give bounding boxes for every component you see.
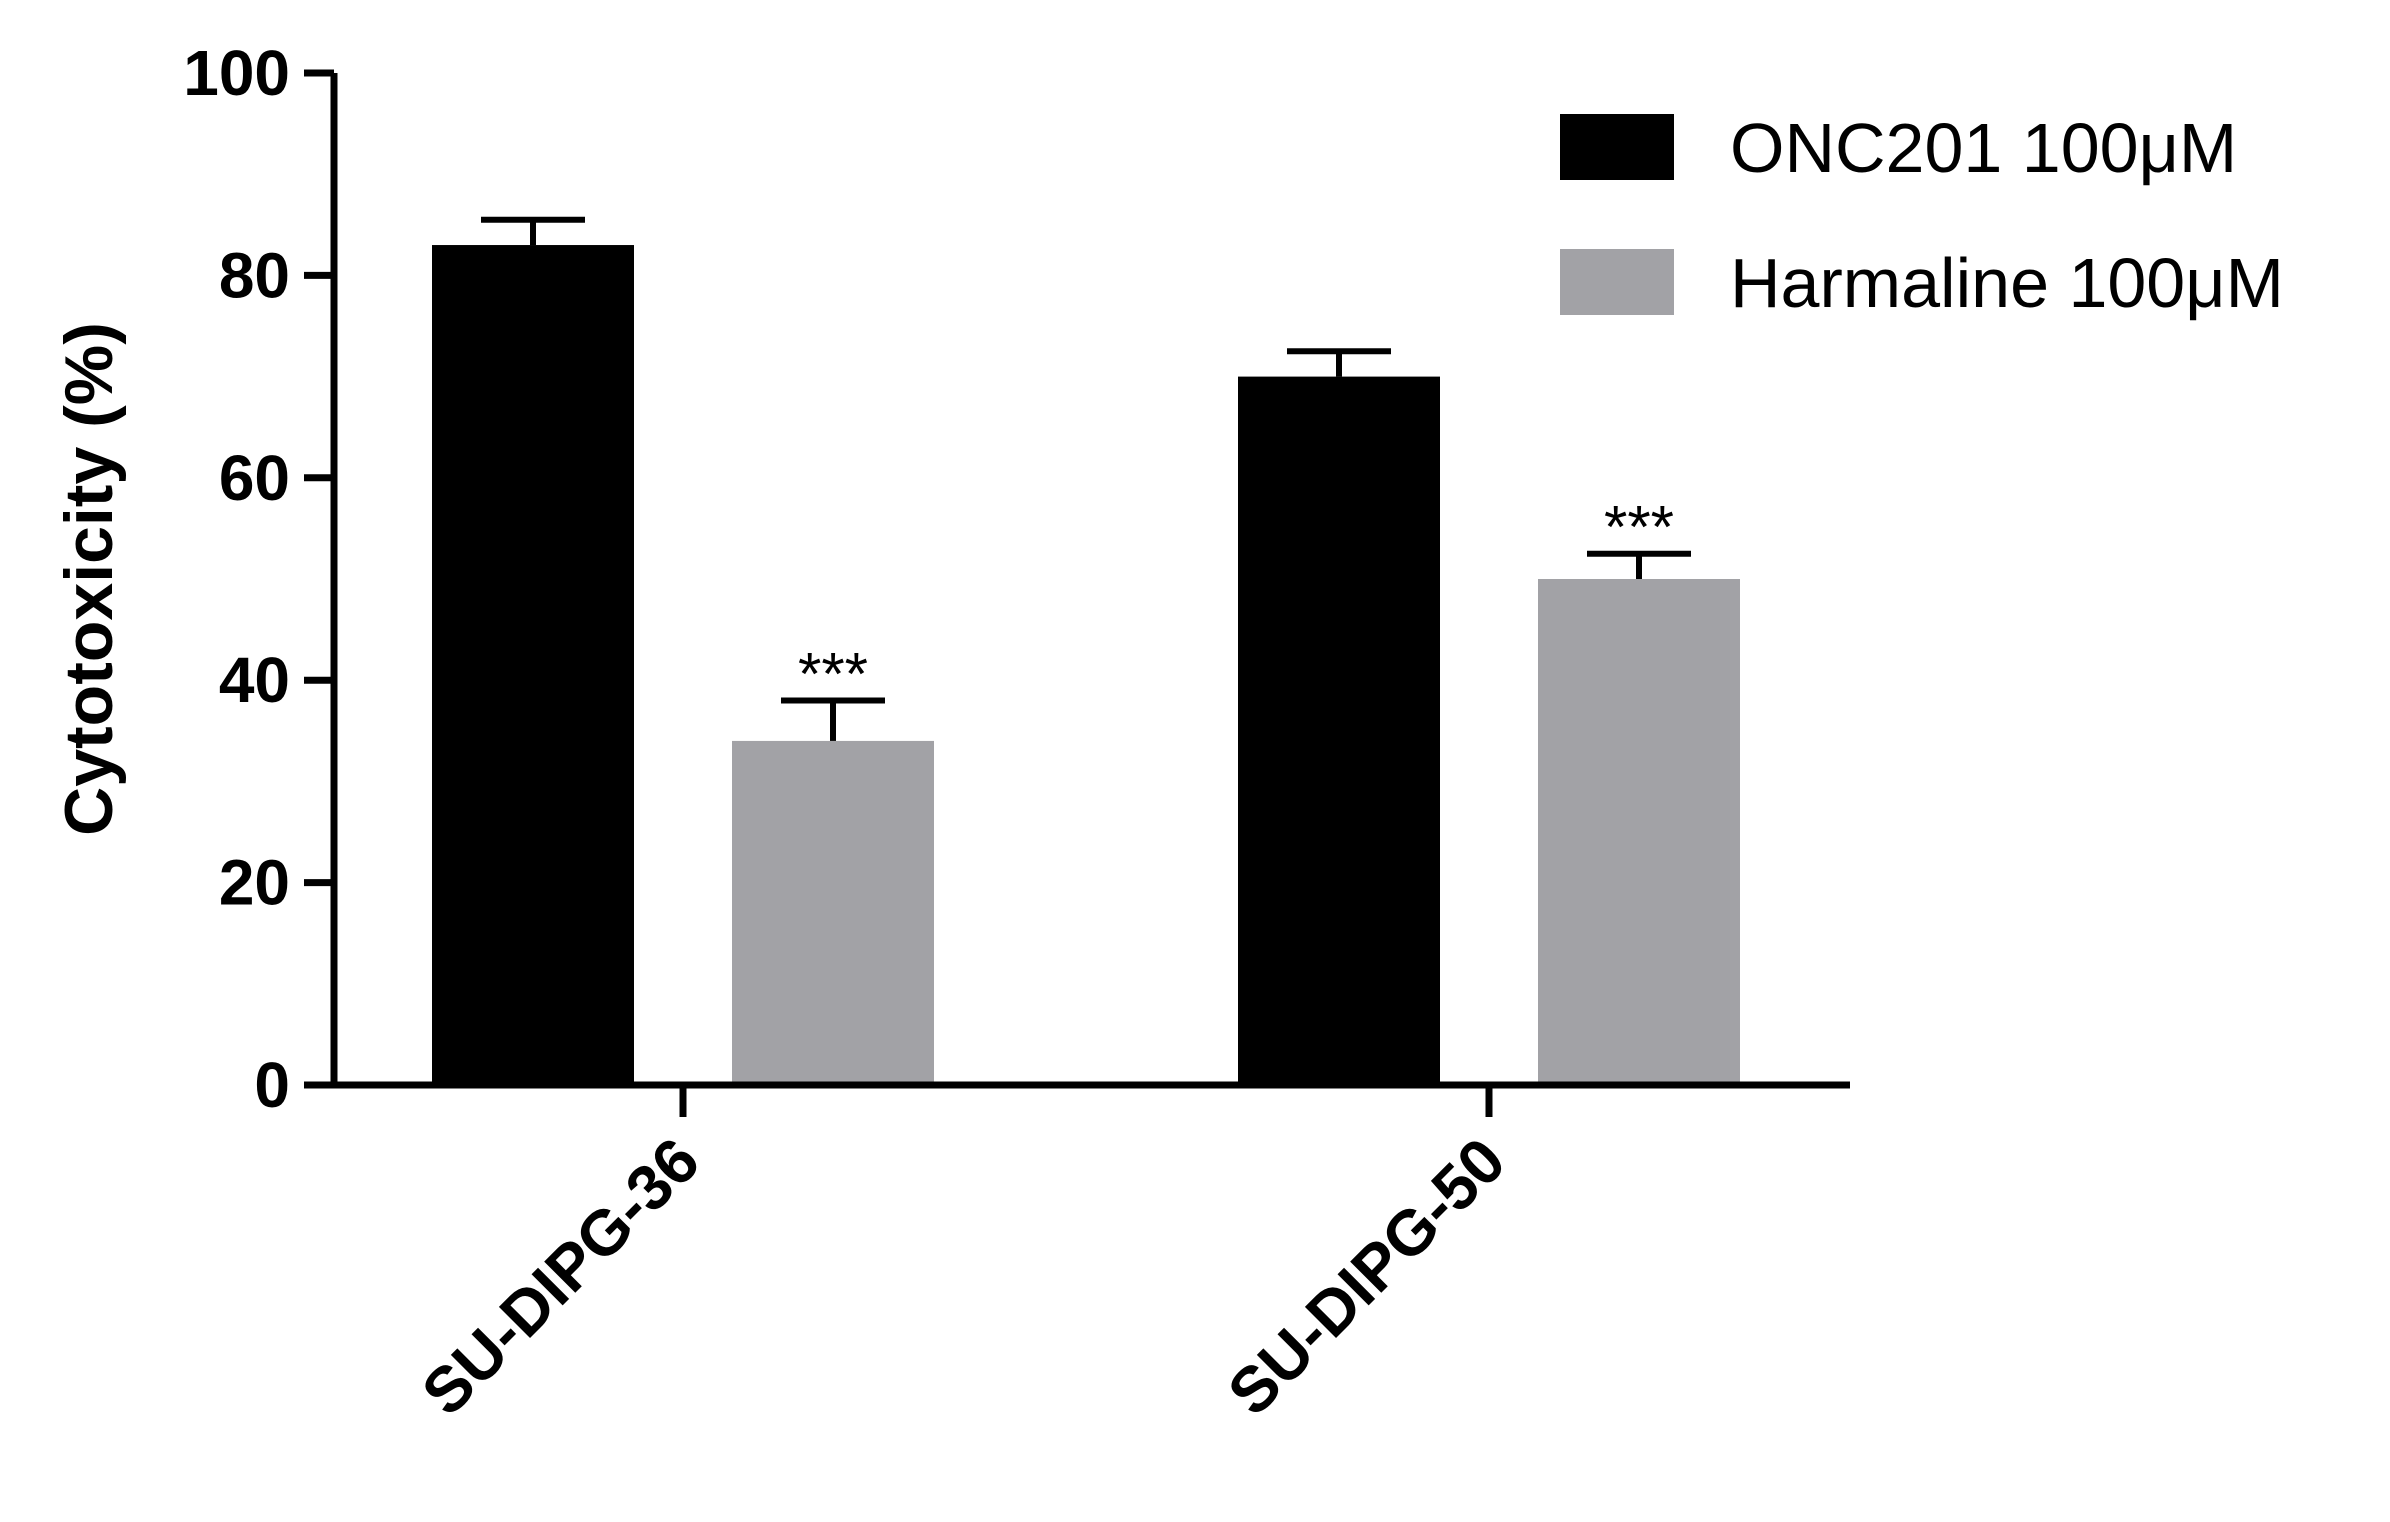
y-axis: 0 20 40 60 80 100 <box>183 37 338 1121</box>
bar-onc201-2 <box>1238 376 1440 1086</box>
x-tick-label: SU-DIPG-36 <box>408 1124 713 1429</box>
bar-onc201-1 <box>432 245 634 1086</box>
significance-label: *** <box>798 640 868 707</box>
y-tick-label: 20 <box>219 847 290 919</box>
y-tick-label: 40 <box>219 644 290 716</box>
bar-harmaline-2 <box>1538 579 1740 1085</box>
legend-swatch-1 <box>1560 114 1674 180</box>
x-tick-label: SU-DIPG-50 <box>1214 1124 1519 1429</box>
x-axis: SU-DIPG-36 SU-DIPG-50 <box>331 1081 1850 1429</box>
bar-harmaline-1 <box>732 740 934 1085</box>
y-axis-label: Cytotoxicity (%) <box>51 322 127 836</box>
legend-label-2: Harmaline 100μM <box>1730 244 2284 322</box>
y-tick-label: 0 <box>254 1049 290 1121</box>
legend-swatch-2 <box>1560 249 1674 315</box>
legend-label-1: ONC201 100μM <box>1730 109 2237 187</box>
y-tick-label: 60 <box>219 442 290 514</box>
significance-label: *** <box>1604 494 1674 561</box>
y-tick-label: 80 <box>219 239 290 311</box>
y-tick-label: 100 <box>183 37 290 109</box>
plot-area: *** *** <box>432 216 1740 1086</box>
legend: ONC201 100μM Harmaline 100μM <box>1560 109 2284 322</box>
